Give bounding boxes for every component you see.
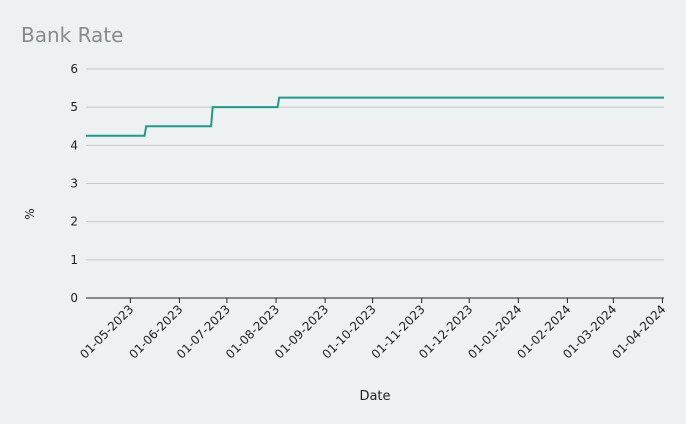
y-axis-label: %: [23, 208, 37, 219]
y-tick-label: 5: [70, 100, 78, 114]
y-tick-label: 2: [70, 215, 78, 229]
y-tick-label: 4: [70, 138, 78, 152]
y-tick-label: 6: [70, 62, 78, 76]
data-line: [86, 96, 664, 137]
y-tick-label: 1: [70, 253, 78, 267]
x-axis-label: Date: [359, 389, 390, 404]
chart-title: Bank Rate: [21, 23, 123, 47]
y-tick-label: 0: [70, 291, 78, 305]
y-tick-label: 3: [70, 177, 78, 191]
